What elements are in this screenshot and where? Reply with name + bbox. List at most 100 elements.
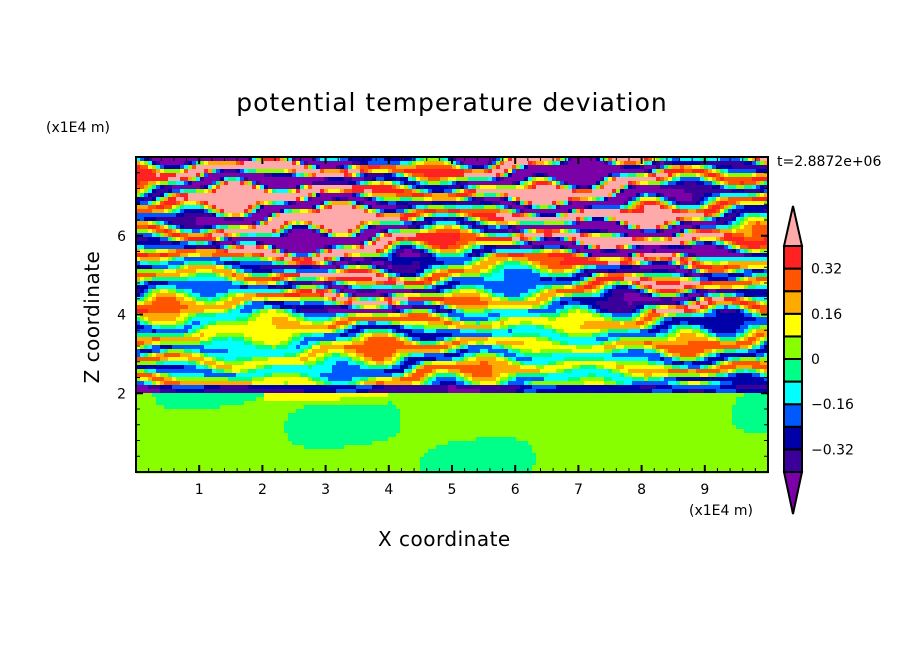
field-cell <box>384 273 389 278</box>
field-cell <box>492 161 497 166</box>
field-cell <box>308 229 313 234</box>
field-cell <box>220 173 225 178</box>
field-cell <box>548 237 553 242</box>
field-cell <box>308 205 313 210</box>
field-cell <box>248 273 253 278</box>
field-cell <box>144 229 149 234</box>
field-cell <box>760 273 765 278</box>
field-cell <box>584 229 589 234</box>
field-cell <box>420 217 425 222</box>
field-cell <box>556 177 561 182</box>
field-cell <box>720 225 725 230</box>
field-cell <box>204 229 209 234</box>
field-cell <box>272 177 277 182</box>
field-cell <box>180 277 185 282</box>
field-cell <box>680 205 685 210</box>
field-cell <box>756 161 761 166</box>
field-cell <box>696 209 701 214</box>
field-cell <box>500 273 505 278</box>
field-cell <box>536 249 541 254</box>
field-cell <box>452 197 457 202</box>
field-cell <box>744 189 749 194</box>
field-cell <box>156 245 161 250</box>
field-cell <box>612 181 617 186</box>
field-cell <box>728 233 733 238</box>
field-cell <box>704 269 709 274</box>
field-cell <box>588 225 593 230</box>
field-cell <box>352 221 357 226</box>
field-cell <box>444 193 449 198</box>
field-cell <box>520 261 525 266</box>
field-cell <box>628 249 633 254</box>
field-cell <box>604 245 609 250</box>
field-cell <box>364 253 369 258</box>
field-cell <box>264 173 269 178</box>
field-cell <box>568 157 573 162</box>
field-cell <box>480 269 485 274</box>
field-cell <box>160 173 165 178</box>
field-cell <box>676 265 681 270</box>
field-cell <box>224 209 229 214</box>
field-cell <box>468 189 473 194</box>
field-cell <box>464 265 469 270</box>
field-cell <box>180 189 185 194</box>
field-cell <box>356 221 361 226</box>
field-cell <box>752 217 757 222</box>
field-cell <box>308 249 313 254</box>
field-cell <box>428 177 433 182</box>
field-cell <box>200 261 205 266</box>
field-cell <box>524 185 529 190</box>
field-cell <box>292 217 297 222</box>
field-cell <box>332 165 337 170</box>
field-cell <box>564 253 569 258</box>
field-cell <box>360 221 365 226</box>
field-cell <box>468 181 473 186</box>
field-cell <box>376 281 381 286</box>
field-cell <box>308 261 313 266</box>
field-cell <box>288 189 293 194</box>
field-cell <box>408 205 413 210</box>
field-cell <box>408 261 413 266</box>
field-cell <box>760 229 765 234</box>
field-cell <box>712 265 717 270</box>
field-cell <box>560 213 565 218</box>
field-cell <box>380 197 385 202</box>
field-cell <box>680 177 685 182</box>
field-cell <box>188 277 193 282</box>
field-cell <box>640 245 645 250</box>
field-cell <box>464 213 469 218</box>
field-cell <box>440 225 445 230</box>
time-label: t=2.8872e+06 <box>777 154 882 170</box>
field-cell <box>416 221 421 226</box>
field-cell <box>140 205 145 210</box>
field-cell <box>444 281 449 286</box>
field-cell <box>536 201 541 206</box>
field-cell <box>548 229 553 234</box>
field-cell <box>432 233 437 238</box>
field-cell <box>708 205 713 210</box>
field-cell <box>484 185 489 190</box>
field-cell <box>520 157 525 162</box>
field-cell <box>524 217 529 222</box>
field-cell <box>288 173 293 178</box>
field-cell <box>428 197 433 202</box>
field-cell <box>408 269 413 274</box>
field-cell <box>428 233 433 238</box>
field-cell <box>632 249 637 254</box>
field-cell <box>224 197 229 202</box>
field-cell <box>724 209 729 214</box>
field-cell <box>264 213 269 218</box>
field-cell <box>756 217 761 222</box>
field-cell <box>276 213 281 218</box>
field-cell <box>604 269 609 274</box>
field-cell <box>228 265 233 270</box>
field-cell <box>572 253 577 258</box>
field-cell <box>424 261 429 266</box>
field-cell <box>140 257 145 262</box>
field-cell <box>528 273 533 278</box>
field-cell <box>148 157 153 162</box>
field-cell <box>516 269 521 274</box>
field-cell <box>596 177 601 182</box>
field-cell <box>460 221 465 226</box>
field-cell <box>740 253 745 258</box>
